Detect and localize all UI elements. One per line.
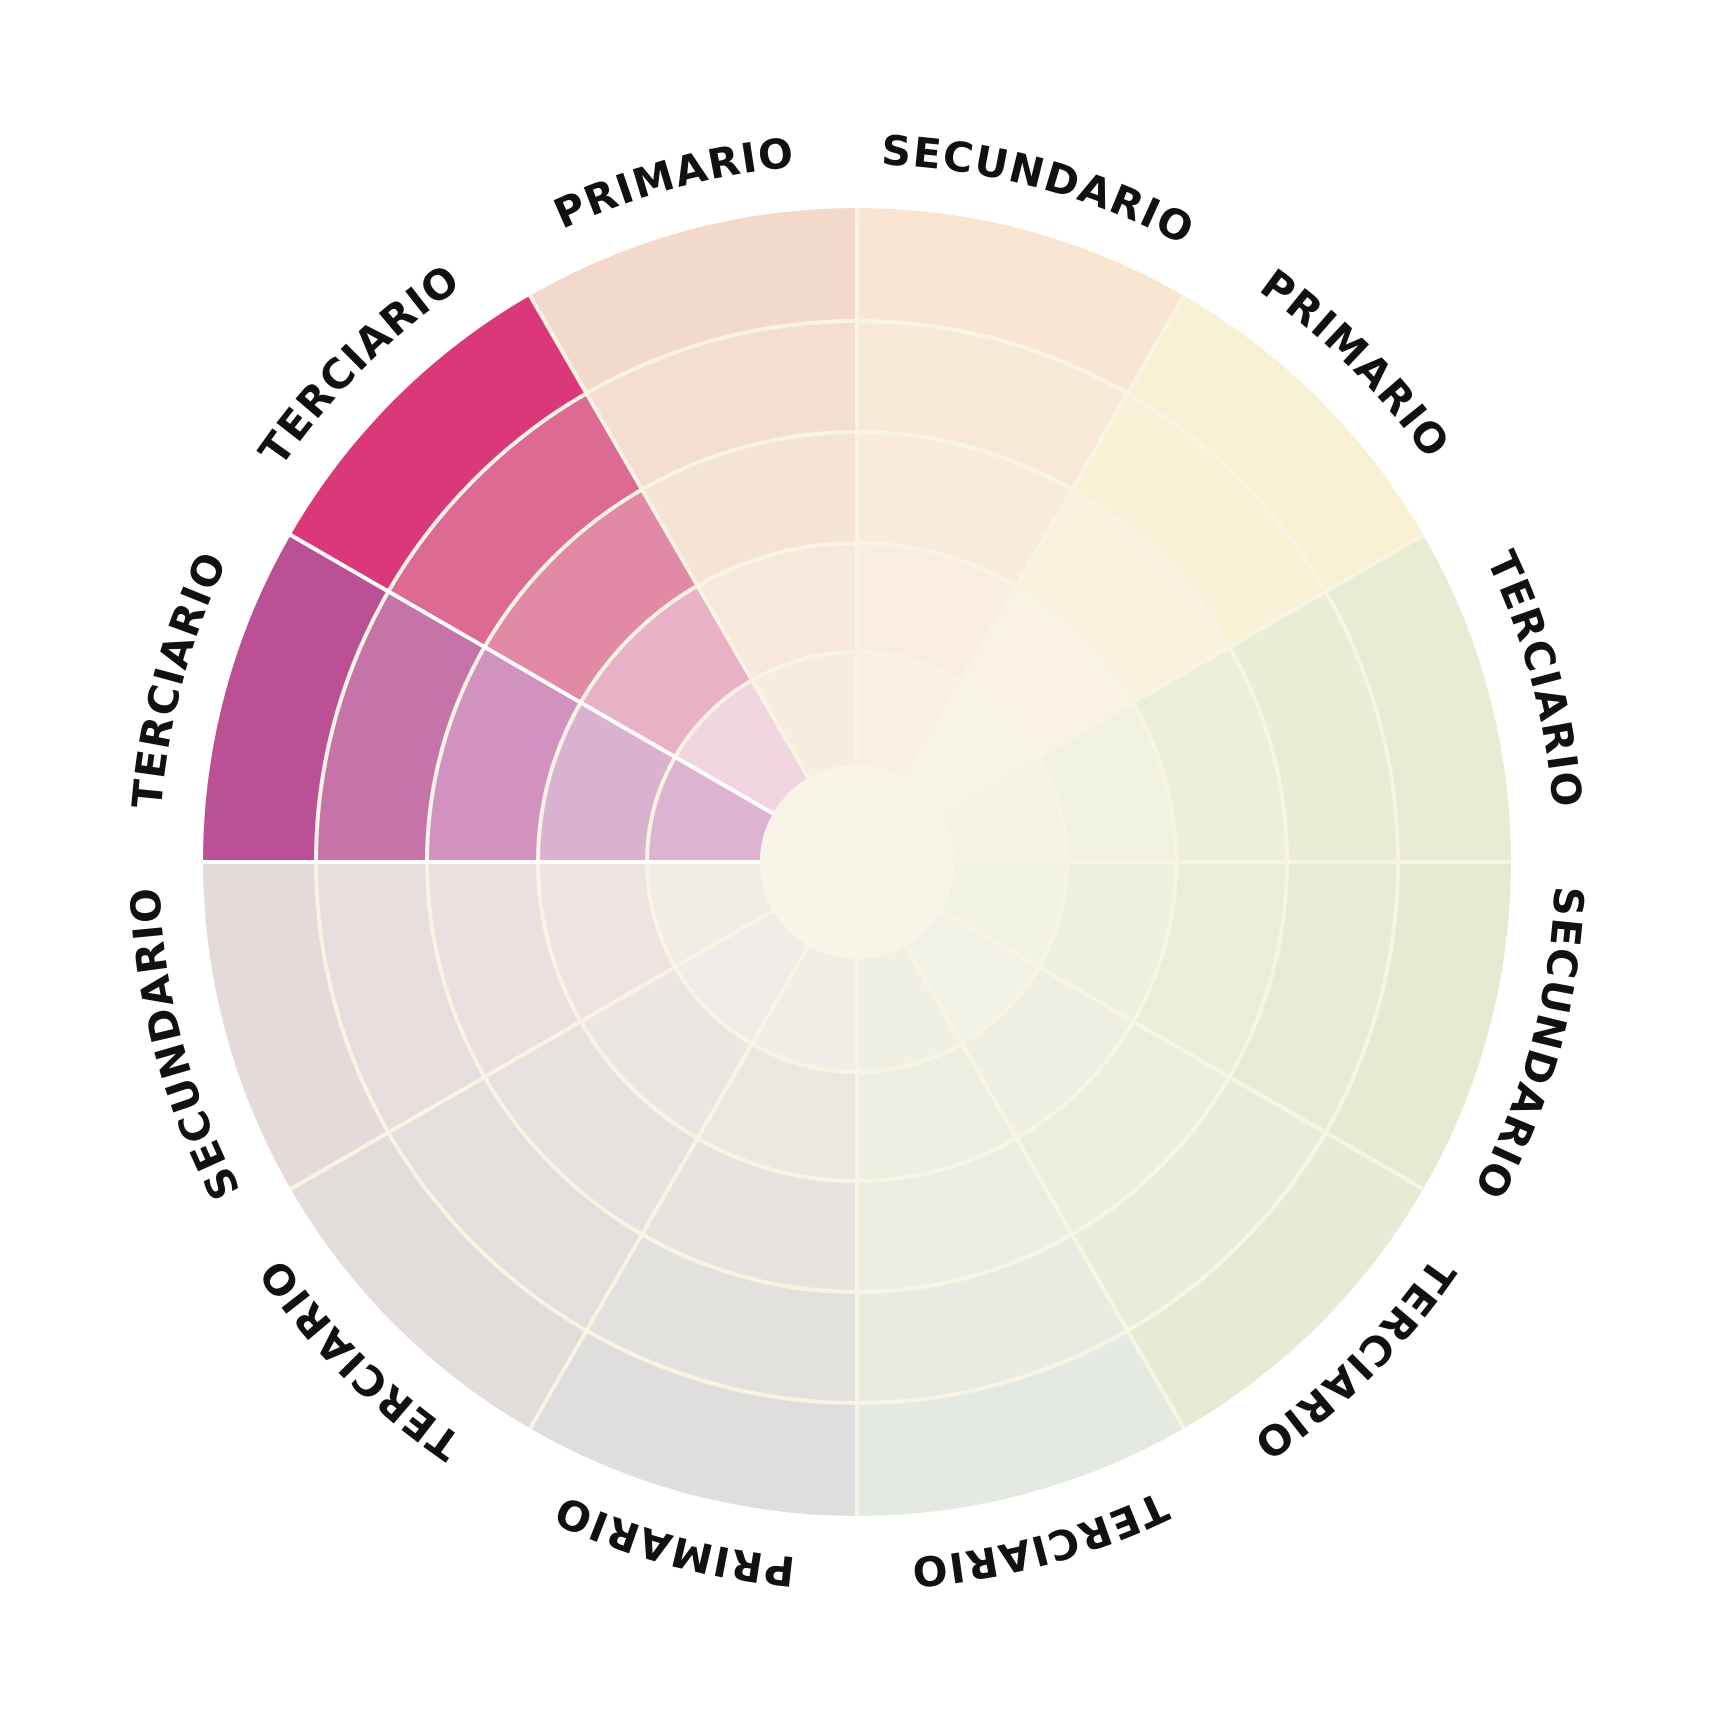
sector-11-ring-1-cell	[675, 680, 809, 814]
sector-5-ring-5-cell	[1127, 1132, 1424, 1429]
sector-9-ring-1-cell	[647, 862, 773, 967]
sector-2-ring-3-cell	[1016, 489, 1230, 703]
sector-11-ring-2-cell	[580, 585, 752, 757]
sector-2-ring-1-cell	[905, 680, 1039, 814]
radial-separator-6	[903, 945, 1186, 1430]
wheel-separators	[203, 208, 1511, 1516]
radial-separator-5	[940, 908, 1425, 1191]
radial-separator-8	[528, 945, 811, 1430]
sector-8-ring-2-cell	[580, 967, 752, 1139]
sector-8-ring-4-cell	[388, 1077, 642, 1331]
sector-7-ring-1-cell	[752, 946, 857, 1072]
sector-2-ring-5-cell	[1127, 295, 1424, 592]
wheel-center	[760, 765, 954, 959]
sector-4-ring-2-cell	[1038, 862, 1176, 1022]
wheel-cells	[203, 208, 1511, 1516]
sector-5-ring-1-cell	[905, 910, 1039, 1044]
sector-3-ring-1-cell	[941, 757, 1067, 862]
sector-1-ring-5-cell	[857, 208, 1184, 394]
sector-11-ring-4-cell	[388, 393, 642, 647]
sector-6-ring-2-cell	[857, 1043, 1017, 1181]
sector-9-ring-2-cell	[538, 862, 676, 1022]
sector-9-ring-5-cell	[203, 862, 389, 1189]
sector-11-ring-5-cell	[290, 295, 587, 592]
sector-2-ring-2-cell	[962, 585, 1134, 757]
radial-separator-2	[903, 294, 1186, 779]
sector-11-ring-3-cell	[484, 489, 698, 703]
radial-separator-3	[940, 533, 1425, 816]
sector-5-ring-3-cell	[1016, 1021, 1230, 1235]
sector-12-ring-5-cell	[530, 208, 857, 394]
sector-12-ring-2-cell	[697, 543, 857, 681]
sector-9-ring-4-cell	[316, 862, 485, 1133]
sector-1-ring-1-cell	[857, 652, 962, 778]
sector-5-ring-2-cell	[962, 967, 1134, 1139]
radial-separator-12	[528, 294, 811, 779]
sector-1-ring-4-cell	[857, 321, 1128, 490]
sector-12-ring-4-cell	[586, 321, 857, 490]
sector-10-ring-5-cell	[203, 535, 389, 862]
sector-1-ring-2-cell	[857, 543, 1017, 681]
sector-7-ring-4-cell	[586, 1234, 857, 1403]
radial-separator-11	[289, 533, 774, 816]
sector-10-ring-2-cell	[538, 702, 676, 862]
sector-4-ring-5-cell	[1325, 862, 1511, 1189]
radial-separator-9	[289, 908, 774, 1191]
sector-7-ring-5-cell	[530, 1330, 857, 1516]
sector-3-ring-4-cell	[1229, 591, 1398, 862]
sector-6-ring-5-cell	[857, 1330, 1184, 1516]
sector-5-ring-4-cell	[1072, 1077, 1326, 1331]
sector-8-ring-1-cell	[675, 910, 809, 1044]
sector-2-ring-4-cell	[1072, 393, 1326, 647]
sector-3-ring-5-cell	[1325, 535, 1511, 862]
sector-6-ring-1-cell	[857, 946, 962, 1072]
sector-6-ring-4-cell	[857, 1234, 1128, 1403]
sector-4-ring-4-cell	[1229, 862, 1398, 1133]
sector-8-ring-3-cell	[484, 1021, 698, 1235]
sector-12-ring-1-cell	[752, 652, 857, 778]
sector-8-ring-5-cell	[290, 1132, 587, 1429]
sector-4-ring-1-cell	[941, 862, 1067, 967]
sector-10-ring-4-cell	[316, 591, 485, 862]
sector-7-ring-2-cell	[697, 1043, 857, 1181]
sector-10-ring-1-cell	[647, 757, 773, 862]
sector-3-ring-2-cell	[1038, 702, 1176, 862]
